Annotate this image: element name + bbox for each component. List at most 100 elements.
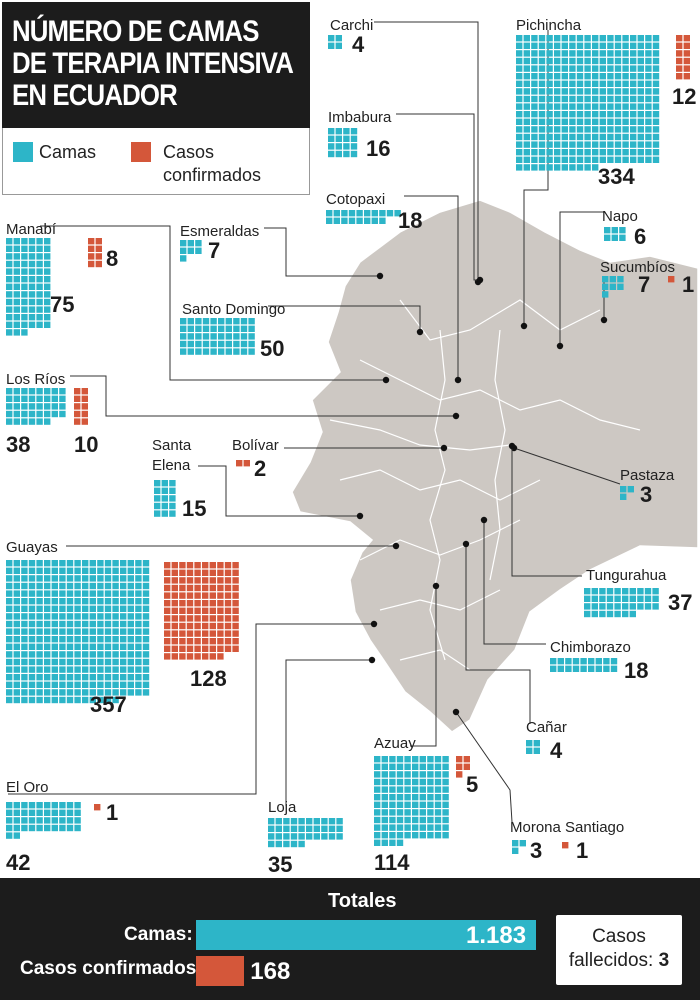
camas-grid-guayas-cell <box>89 628 96 635</box>
camas-grid-guayas-cell <box>21 567 28 574</box>
camas-grid-pichincha-cell <box>531 65 538 72</box>
camas-grid-cotopaxi-cell <box>356 217 363 224</box>
casos-grid-guayas-cell <box>202 615 209 622</box>
camas-grid-pichincha-cell <box>645 149 652 156</box>
casos-grid-guayas-cell <box>186 600 194 607</box>
camas-grid-cotopaxi-cell <box>386 210 394 217</box>
camas-grid-chimborazo-cell <box>580 665 587 672</box>
camas-grid-manabi-cell <box>44 253 51 260</box>
camas-grid-azuay-cell <box>419 824 426 831</box>
camas-grid-guayas-cell <box>112 651 119 658</box>
camas-grid-manabi-cell <box>13 245 20 252</box>
camas-grid-pichincha-cell <box>516 111 523 118</box>
camas-grid-guayas-cell <box>44 651 51 658</box>
camas-grid-pichincha-cell <box>531 118 538 125</box>
camas-grid-santo-domingo-cell <box>195 348 202 355</box>
camas-grid-pichincha-cell <box>546 111 553 118</box>
camas-grid-guayas-cell <box>142 567 150 574</box>
camas-grid-pichincha <box>516 35 660 171</box>
camas-grid-azuay-cell <box>404 809 411 816</box>
camas-grid-guayas-cell <box>21 598 28 605</box>
camas-grid-pichincha-cell <box>584 65 591 72</box>
camas-grid-guayas-cell <box>36 567 43 574</box>
camas-grid-pichincha-cell <box>538 65 546 72</box>
camas-grid-santo-domingo-cell <box>202 325 210 332</box>
casos-grid-guayas-cell <box>194 622 201 630</box>
camas-grid-pichincha-cell <box>584 111 591 118</box>
camas-grid-guayas-cell <box>89 605 96 612</box>
camas-grid-loja-cell <box>268 840 275 848</box>
camas-grid-tungurahua-cell <box>599 610 606 618</box>
camas-grid-cotopaxi-cell <box>364 217 371 224</box>
label-bolivar: Bolívar <box>232 437 279 454</box>
camas-grid-tungurahua-cell <box>591 603 598 610</box>
label-tungurahua: Tungurahua <box>586 567 667 584</box>
casos-grid-guayas-cell <box>186 622 194 630</box>
camas-grid-guayas-cell <box>135 658 142 666</box>
camas-grid-santa-elena-cell <box>161 487 168 494</box>
camas-grid-guayas-cell <box>142 643 150 650</box>
camas-grid-azuay-cell <box>396 809 404 816</box>
camas-grid-guayas-cell <box>104 575 112 582</box>
camas-grid-pichincha-cell <box>607 149 614 156</box>
casos-grid-guayas-cell <box>202 592 209 599</box>
camas-grid-pichincha-cell <box>561 42 568 49</box>
casos-grid-guayas-cell <box>171 615 178 622</box>
camas-grid-santo-domingo-cell <box>210 340 217 348</box>
camas-grid-el-oro <box>6 802 81 839</box>
camas-grid-guayas-cell <box>135 598 142 605</box>
fallecidos-label-2: fallecidos: 3 <box>556 949 682 973</box>
camas-grid-guayas-cell <box>127 643 134 650</box>
casos-grid-guayas-cell <box>179 622 186 630</box>
camas-grid-pichincha-cell <box>645 126 652 133</box>
legend-casos-label-1: Casos <box>163 142 215 162</box>
casos-grid-guayas-cell <box>224 562 232 569</box>
camas-grid-azuay-cell <box>434 778 442 786</box>
camas-grid-pichincha-cell <box>599 88 606 95</box>
camas-grid-pichincha-cell <box>523 111 530 118</box>
camas-grid-pichincha-cell <box>546 126 553 133</box>
camas-grid-guayas-cell <box>82 575 89 582</box>
camas-grid-guayas-cell <box>59 628 66 635</box>
camas-grid-pichincha-cell <box>569 103 576 110</box>
camas-grid-azuay-cell <box>434 809 442 816</box>
camas-grid-pichincha-cell <box>576 133 584 141</box>
casos-grid-pichincha-cell <box>676 57 683 65</box>
camas-grid-guayas-cell <box>112 567 119 574</box>
camas-grid-guayas-cell <box>59 658 66 666</box>
camas-grid-azuay-cell <box>381 839 388 846</box>
casos-grid-los-rios-cell <box>81 418 88 425</box>
camas-grid-guayas-cell <box>120 560 127 567</box>
camas-grid-guayas-cell <box>13 681 20 688</box>
casos-grid-azuay-cell <box>456 771 463 778</box>
camas-grid-guayas-cell <box>28 674 36 681</box>
camas-grid-los-rios-cell <box>44 418 51 425</box>
camas-grid-tungurahua-cell <box>644 603 652 610</box>
camas-grid-tungurahua-cell <box>606 603 614 610</box>
camas-grid-los-rios-cell <box>44 395 51 402</box>
camas-grid-manabi-cell <box>44 283 51 290</box>
camas-grid-guayas-cell <box>82 689 89 696</box>
camas-grid-pichincha-cell <box>523 103 530 110</box>
camas-grid-guayas-cell <box>104 598 112 605</box>
camas-grid-el-oro-cell <box>66 817 74 824</box>
casos-grid-guayas-cell <box>209 645 216 652</box>
camas-grid-los-rios <box>6 388 66 425</box>
camas-grid-tungurahua-cell <box>637 595 644 602</box>
camas-grid-chimborazo-cell <box>550 665 557 672</box>
camas-value-chimborazo: 18 <box>624 658 648 683</box>
province-grids <box>6 35 690 854</box>
camas-grid-tungurahua-cell <box>637 588 644 595</box>
camas-grid-guayas-cell <box>59 636 66 643</box>
camas-value-napo: 6 <box>634 224 646 249</box>
camas-grid-pichincha-cell <box>516 156 523 163</box>
camas-grid-pichincha-cell <box>531 126 538 133</box>
camas-grid-guayas-cell <box>59 613 66 620</box>
camas-grid-azuay-cell <box>442 778 449 786</box>
camas-grid-el-oro-cell <box>28 817 36 824</box>
camas-grid-guayas-cell <box>104 643 112 650</box>
camas-grid-pichincha-cell <box>516 141 523 148</box>
camas-grid-el-oro-cell <box>51 809 58 816</box>
casos-grid-guayas-cell <box>179 584 186 592</box>
casos-grid-guayas-cell <box>186 615 194 622</box>
